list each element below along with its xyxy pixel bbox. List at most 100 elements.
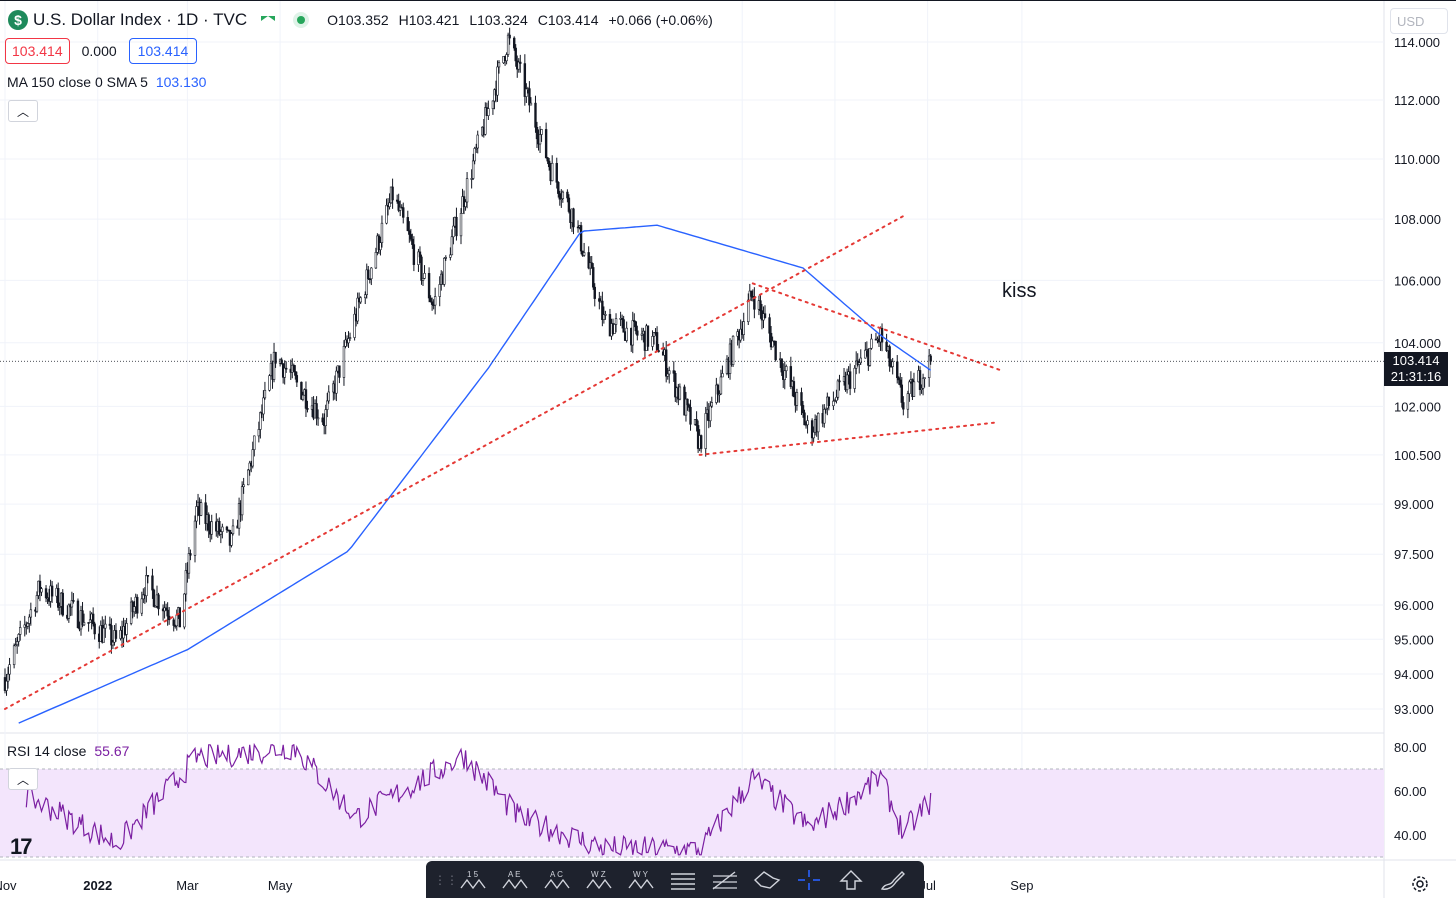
y-tick-label: 108.000 bbox=[1394, 212, 1441, 227]
candle-body bbox=[465, 178, 469, 203]
candle-body bbox=[634, 321, 638, 332]
candle bbox=[418, 246, 422, 264]
flag-icon[interactable] bbox=[261, 15, 276, 21]
candle bbox=[56, 582, 60, 611]
candle-body bbox=[210, 521, 213, 535]
buy-price-button[interactable]: 103.414 bbox=[128, 38, 198, 64]
candle bbox=[625, 321, 628, 343]
candle bbox=[421, 277, 425, 287]
candle-body bbox=[455, 216, 458, 237]
crosshair-icon[interactable] bbox=[792, 866, 826, 894]
candle-body bbox=[145, 575, 148, 597]
candle bbox=[750, 290, 753, 302]
candle bbox=[900, 376, 904, 408]
trendline bbox=[698, 421, 998, 456]
candle-body bbox=[491, 100, 495, 109]
candle bbox=[423, 265, 426, 280]
candle bbox=[367, 265, 370, 280]
candle-body bbox=[920, 388, 923, 390]
candle bbox=[406, 210, 409, 232]
candle bbox=[111, 639, 115, 650]
candle bbox=[668, 366, 671, 384]
low-value: L103.324 bbox=[469, 12, 528, 28]
candle-body bbox=[231, 525, 235, 535]
candle-body bbox=[8, 664, 11, 675]
candle bbox=[444, 255, 447, 261]
candle-body bbox=[133, 606, 136, 613]
candle-body bbox=[324, 409, 327, 427]
candle-body bbox=[558, 193, 562, 200]
symbol-title[interactable]: U.S. Dollar Index · 1D · TVC bbox=[33, 10, 248, 29]
candle bbox=[476, 130, 479, 154]
candle bbox=[742, 312, 745, 341]
candle-body bbox=[912, 381, 916, 397]
arrow-up-icon[interactable] bbox=[834, 866, 868, 894]
candle-body bbox=[295, 375, 299, 383]
candle bbox=[538, 126, 542, 154]
candle bbox=[342, 340, 346, 386]
market-open-icon bbox=[297, 16, 306, 24]
candle bbox=[429, 295, 432, 303]
ac-icon[interactable]: A C bbox=[540, 866, 574, 894]
candle bbox=[204, 494, 207, 531]
candle-body bbox=[620, 318, 624, 320]
candle-body bbox=[417, 251, 420, 265]
candle bbox=[566, 189, 569, 203]
hlines-icon[interactable] bbox=[666, 866, 700, 894]
candle-body bbox=[636, 330, 639, 336]
candle-body bbox=[473, 148, 476, 162]
ma-legend[interactable]: MA 150 close 0 SMA 5 103.130 bbox=[7, 74, 206, 90]
wy-icon[interactable]: W Y bbox=[624, 866, 658, 894]
x-tick-label: 2022 bbox=[83, 878, 112, 893]
candle-body bbox=[292, 364, 295, 372]
candle-body bbox=[91, 613, 95, 625]
collapse-rsi-legend-button[interactable]: ︿ bbox=[8, 768, 38, 790]
rsi-legend[interactable]: RSI 14 close 55.67 bbox=[7, 743, 129, 759]
candle-body bbox=[633, 320, 636, 323]
candle bbox=[417, 248, 420, 272]
candle bbox=[231, 519, 235, 536]
wz-icon[interactable]: W Z bbox=[582, 866, 616, 894]
candle bbox=[666, 367, 669, 380]
collapse-legend-button[interactable]: ︿ bbox=[8, 100, 38, 122]
candle bbox=[133, 601, 136, 617]
candle-body bbox=[321, 417, 324, 423]
tradingview-logo[interactable]: 17 bbox=[10, 834, 33, 859]
path-icon[interactable] bbox=[750, 866, 784, 894]
drag-handle-icon[interactable]: ⋮⋮ bbox=[434, 872, 458, 887]
candle bbox=[888, 344, 891, 372]
candle-body bbox=[547, 160, 551, 168]
candle-body bbox=[823, 409, 826, 424]
candle bbox=[816, 412, 820, 440]
candle-body bbox=[50, 585, 54, 597]
ma-legend-label: MA 150 close 0 SMA 5 bbox=[7, 74, 148, 90]
candle-body bbox=[44, 588, 48, 599]
15-icon[interactable]: 1 5 bbox=[456, 866, 490, 894]
fib-icon[interactable] bbox=[708, 866, 742, 894]
ae-icon[interactable]: A E bbox=[498, 866, 532, 894]
candle bbox=[29, 602, 33, 626]
candle bbox=[368, 278, 371, 284]
candle-body bbox=[87, 622, 90, 624]
candle-body bbox=[385, 204, 388, 224]
gear-icon[interactable] bbox=[1410, 874, 1430, 894]
sell-price-button[interactable]: 103.414 bbox=[5, 38, 70, 64]
candle bbox=[316, 409, 320, 426]
candle-body bbox=[395, 199, 399, 202]
currency-selector[interactable]: USD bbox=[1390, 8, 1448, 34]
candle bbox=[40, 587, 43, 597]
candle bbox=[593, 283, 596, 307]
candle bbox=[579, 221, 583, 255]
candle-body bbox=[443, 257, 446, 285]
brush-icon[interactable] bbox=[876, 866, 910, 894]
candle bbox=[82, 613, 86, 627]
candle-body bbox=[625, 327, 628, 341]
candle-body bbox=[268, 375, 271, 391]
candle bbox=[836, 378, 840, 400]
candle bbox=[61, 589, 64, 617]
candle-body bbox=[763, 313, 767, 318]
candle-body bbox=[806, 420, 809, 426]
candle-body bbox=[848, 371, 852, 389]
candle-body bbox=[838, 380, 841, 383]
